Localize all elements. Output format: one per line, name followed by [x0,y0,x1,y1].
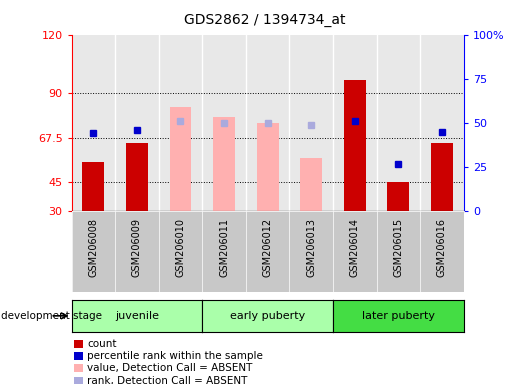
Text: later puberty: later puberty [362,311,435,321]
Text: development stage: development stage [1,311,102,321]
Text: juvenile: juvenile [115,311,159,321]
Text: early puberty: early puberty [230,311,305,321]
Text: GSM206008: GSM206008 [89,218,99,276]
Bar [170,107,191,211]
Text: GSM206013: GSM206013 [306,218,316,276]
Text: GSM206011: GSM206011 [219,218,229,276]
Text: GSM206010: GSM206010 [175,218,186,276]
Bar [126,142,148,211]
Text: count: count [87,339,117,349]
Bar [301,158,322,211]
Bar [431,142,453,211]
Bar [257,123,279,211]
Text: GSM206009: GSM206009 [132,218,142,276]
Text: GSM206015: GSM206015 [393,218,403,277]
Text: rank, Detection Call = ABSENT: rank, Detection Call = ABSENT [87,376,248,384]
Bar [387,182,409,211]
Bar [344,80,366,211]
Bar [213,117,235,211]
Text: GSM206014: GSM206014 [350,218,360,276]
Text: GDS2862 / 1394734_at: GDS2862 / 1394734_at [184,13,346,27]
Text: GSM206012: GSM206012 [263,218,272,277]
Text: value, Detection Call = ABSENT: value, Detection Call = ABSENT [87,363,253,373]
Text: percentile rank within the sample: percentile rank within the sample [87,351,263,361]
Text: GSM206016: GSM206016 [437,218,447,276]
Bar [83,162,104,211]
